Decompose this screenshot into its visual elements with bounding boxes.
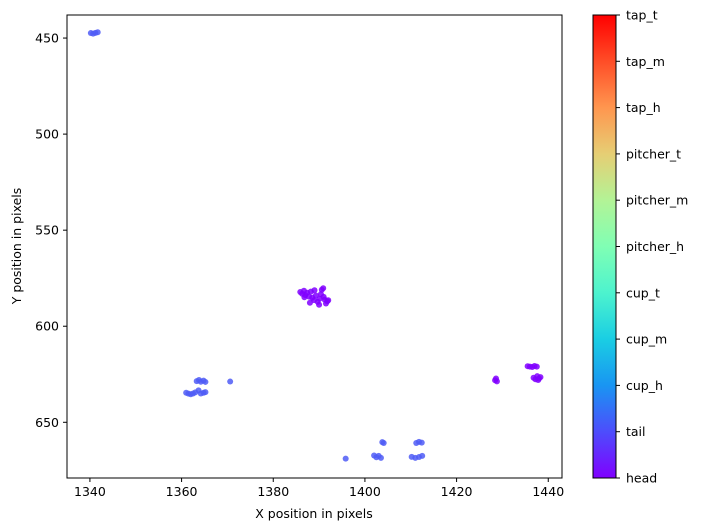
colorbar: head tail cup_h cup_m cup_t pitcher_h pitcher_…	[592, 8, 688, 486]
head-point	[533, 363, 540, 370]
colorbar-label-pitcher-h: pitcher_h	[626, 239, 684, 254]
head-point	[493, 378, 500, 385]
tail-point	[342, 455, 349, 462]
y-tick-label: 550	[35, 223, 59, 238]
colorbar-label-cup-m: cup_m	[626, 332, 667, 347]
x-tick-label: 1360	[166, 484, 198, 499]
colorbar-label-head: head	[626, 471, 657, 486]
tail-point	[94, 29, 101, 36]
colorbar-label-tail: tail	[626, 424, 646, 439]
y-tick-label: 450	[35, 31, 59, 46]
y-axis: 450 500 550 600 650	[35, 31, 67, 430]
head-point	[301, 294, 308, 301]
colorbar-label-tap-h: tap_h	[626, 100, 661, 115]
head-point	[311, 287, 318, 294]
colorbar-label-cup-h: cup_h	[626, 378, 663, 393]
colorbar-gradient	[592, 14, 617, 479]
y-axis-label: Y position in pixels	[9, 188, 24, 306]
tail-point	[202, 389, 209, 396]
colorbar-label-pitcher-m: pitcher_m	[626, 193, 688, 208]
x-tick-label: 1380	[257, 484, 289, 499]
head-point	[325, 297, 332, 304]
head-point	[316, 301, 323, 308]
y-tick-label: 500	[35, 127, 59, 142]
x-axis-label: X position in pixels	[255, 506, 373, 521]
tail-point	[227, 378, 234, 385]
head-point	[306, 299, 313, 306]
plot-area: 1340 1360 1380 1400 1420 1440 450 500 550 600 650	[35, 14, 564, 499]
colorbar-label-pitcher-t: pitcher_t	[626, 146, 681, 161]
tail-point	[419, 452, 426, 459]
y-tick-label: 650	[35, 415, 59, 430]
x-tick-label: 1420	[441, 484, 473, 499]
head-point	[320, 293, 327, 300]
colorbar-label-tap-m: tap_m	[626, 54, 665, 69]
x-tick-label: 1440	[532, 484, 564, 499]
colorbar-ticks: head tail cup_h cup_m cup_t pitcher_h pitcher_…	[616, 8, 688, 486]
tail-point	[377, 454, 384, 461]
head-point	[535, 377, 542, 384]
x-axis: 1340 1360 1380 1400 1420 1440	[74, 478, 564, 499]
head-point	[320, 285, 327, 292]
tail-point	[380, 440, 387, 447]
x-tick-label: 1400	[349, 484, 381, 499]
plot-frame	[66, 14, 563, 479]
data-points	[87, 29, 544, 462]
tail-point	[202, 378, 209, 385]
y-tick-label: 600	[35, 319, 59, 334]
x-tick-label: 1340	[74, 484, 106, 499]
colorbar-label-tap-t: tap_t	[626, 8, 658, 23]
tail-point	[418, 439, 425, 446]
colorbar-label-cup-t: cup_t	[626, 285, 660, 300]
